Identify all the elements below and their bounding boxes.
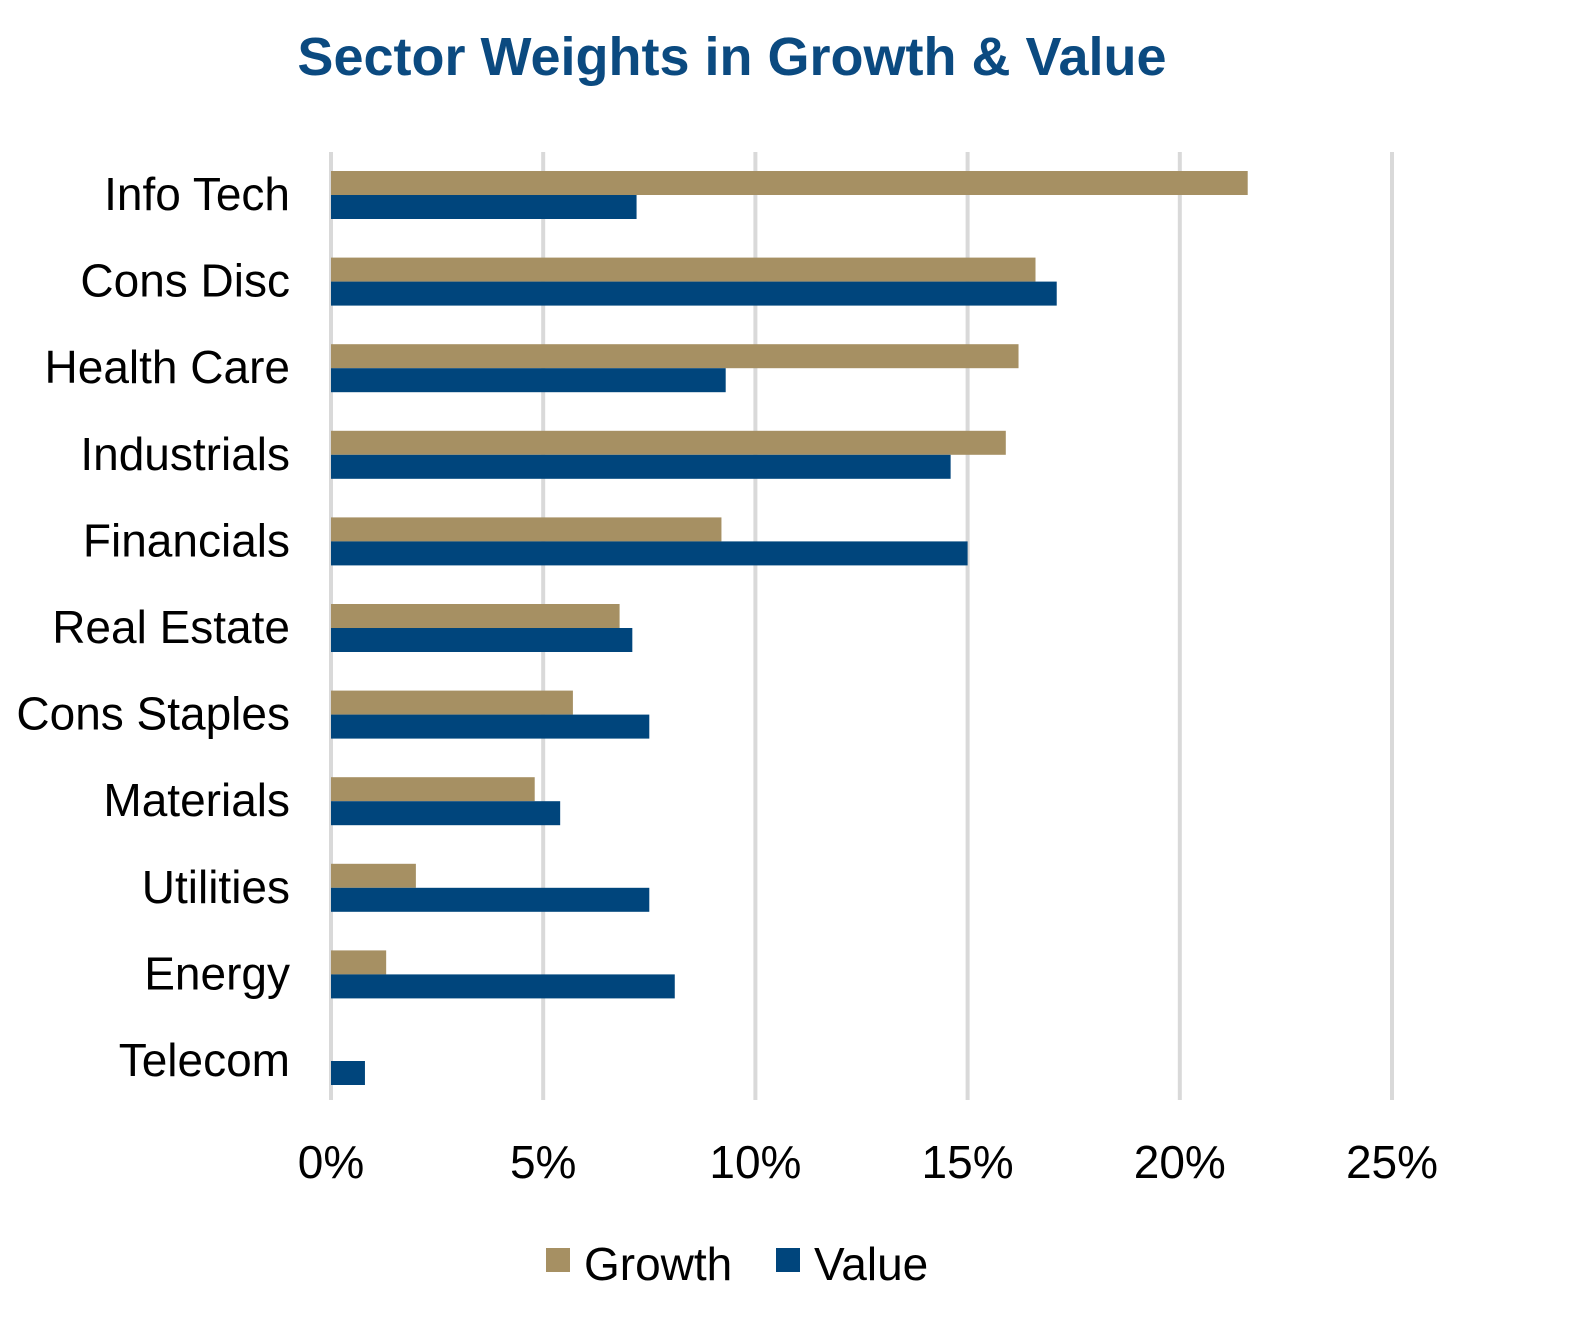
- x-tick-label: 20%: [1134, 1136, 1226, 1188]
- bar-value: [331, 1061, 365, 1085]
- category-label: Financials: [83, 514, 290, 566]
- bar-growth: [331, 257, 1036, 282]
- category-labels: Info Tech Cons Disc Health Care Industrials…: [16, 168, 290, 1086]
- legend: Growth Value: [546, 1238, 928, 1290]
- bar-value: [331, 195, 637, 219]
- bar-growth: [331, 517, 722, 542]
- category-label: Info Tech: [104, 168, 290, 220]
- bar-value: [331, 281, 1057, 306]
- bar-value: [331, 801, 561, 826]
- bar-growth: [331, 171, 1248, 195]
- gridlines: [329, 152, 1394, 1100]
- category-label: Utilities: [142, 861, 290, 913]
- bar-value: [331, 714, 650, 739]
- bar-value: [331, 887, 650, 912]
- category-label: Health Care: [45, 341, 290, 393]
- bar-growth: [331, 777, 535, 802]
- bars: [331, 171, 1248, 1085]
- chart-title: Sector Weights in Growth & Value: [297, 27, 1166, 87]
- bar-growth: [331, 950, 387, 975]
- category-label: Telecom: [119, 1034, 290, 1086]
- bar-growth: [331, 863, 416, 888]
- category-label: Industrials: [80, 428, 290, 480]
- legend-label-value: Value: [814, 1238, 928, 1290]
- bar-value: [331, 541, 968, 566]
- x-tick-labels: 0% 5% 10% 15% 20% 25%: [298, 1136, 1438, 1188]
- x-tick-label: 25%: [1346, 1136, 1438, 1188]
- category-label: Energy: [144, 947, 290, 999]
- x-tick-label: 10%: [709, 1136, 801, 1188]
- category-label: Cons Disc: [80, 255, 290, 307]
- bar-growth: [331, 690, 573, 715]
- category-label: Materials: [103, 774, 290, 826]
- bar-growth: [331, 430, 1006, 455]
- bar-value: [331, 368, 726, 393]
- x-tick-label: 0%: [298, 1136, 364, 1188]
- bar-growth: [331, 344, 1019, 369]
- legend-swatch-growth: [546, 1248, 570, 1272]
- x-tick-label: 5%: [510, 1136, 576, 1188]
- legend-label-growth: Growth: [584, 1238, 732, 1290]
- x-tick-label: 15%: [922, 1136, 1014, 1188]
- bar-value: [331, 454, 951, 479]
- category-label: Cons Staples: [16, 688, 290, 740]
- legend-swatch-value: [776, 1248, 800, 1272]
- bar-value: [331, 628, 633, 652]
- bar-value: [331, 974, 675, 999]
- bar-growth: [331, 604, 620, 628]
- category-label: Real Estate: [52, 601, 290, 653]
